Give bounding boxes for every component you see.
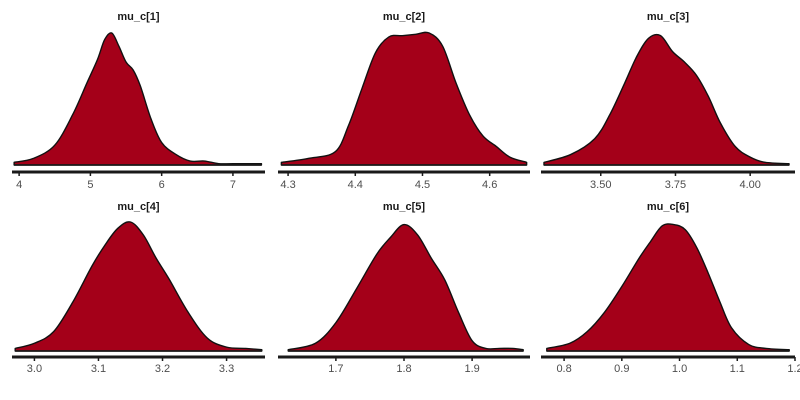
facet-title: mu_c[3]	[647, 11, 690, 23]
x-tick-label: 1.7	[328, 363, 343, 375]
density-area	[287, 223, 524, 352]
x-tick-label: 4.4	[348, 179, 363, 191]
density-area	[280, 31, 528, 166]
x-tick-label: 1.9	[464, 363, 479, 375]
facet-panel-4: mu_c[4] 3.0 3.1 3.2 3.3	[12, 201, 265, 375]
density-area	[13, 32, 263, 166]
facet-panel-2: mu_c[2] 4.3 4.4 4.5 4.6	[278, 11, 530, 191]
facet-title: mu_c[1]	[117, 11, 160, 23]
density-area	[543, 33, 790, 166]
facet-panel-1: mu_c[1] 4 5 6 7	[12, 11, 265, 191]
x-tick-label: 6	[159, 179, 165, 191]
x-tick-label: 0.8	[556, 363, 571, 375]
x-tick-label: 4.6	[482, 179, 497, 191]
x-tick-label: 4	[16, 179, 22, 191]
facet-title: mu_c[2]	[383, 11, 426, 23]
x-tick-label: 4.3	[280, 179, 295, 191]
x-tick-label: 1.2	[787, 363, 800, 375]
facet-title: mu_c[4]	[117, 201, 160, 213]
x-tick-label: 4.5	[415, 179, 430, 191]
x-tick-label: 3.1	[91, 363, 106, 375]
x-tick-label: 3.50	[590, 179, 611, 191]
facet-panel-6: mu_c[6] 0.8 0.9 1.0 1.1 1.2	[541, 201, 800, 375]
x-tick-label: 4.00	[739, 179, 760, 191]
x-tick-label: 3.75	[665, 179, 686, 191]
density-area	[546, 223, 790, 352]
x-tick-label: 1.8	[396, 363, 411, 375]
facet-title: mu_c[5]	[383, 201, 426, 213]
density-area	[14, 221, 263, 352]
x-tick-label: 3.2	[155, 363, 170, 375]
x-tick-label: 1.1	[730, 363, 745, 375]
x-tick-label: 5	[87, 179, 93, 191]
x-tick-label: 7	[230, 179, 236, 191]
x-tick-label: 3.3	[219, 363, 234, 375]
x-tick-label: 1.0	[672, 363, 687, 375]
facet-title: mu_c[6]	[647, 201, 690, 213]
facet-panel-3: mu_c[3] 3.50 3.75 4.00	[541, 11, 795, 191]
x-tick-label: 0.9	[614, 363, 629, 375]
x-tick-label: 3.0	[27, 363, 42, 375]
facet-panel-5: mu_c[5] 1.7 1.8 1.9	[278, 201, 530, 375]
